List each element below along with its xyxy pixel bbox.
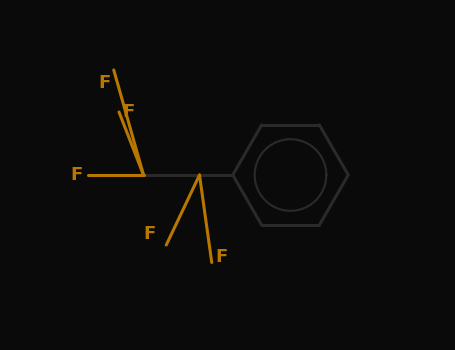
- Text: F: F: [122, 103, 135, 121]
- Text: F: F: [143, 225, 156, 243]
- Text: F: F: [70, 166, 82, 184]
- Text: F: F: [98, 74, 110, 91]
- Text: F: F: [215, 248, 228, 266]
